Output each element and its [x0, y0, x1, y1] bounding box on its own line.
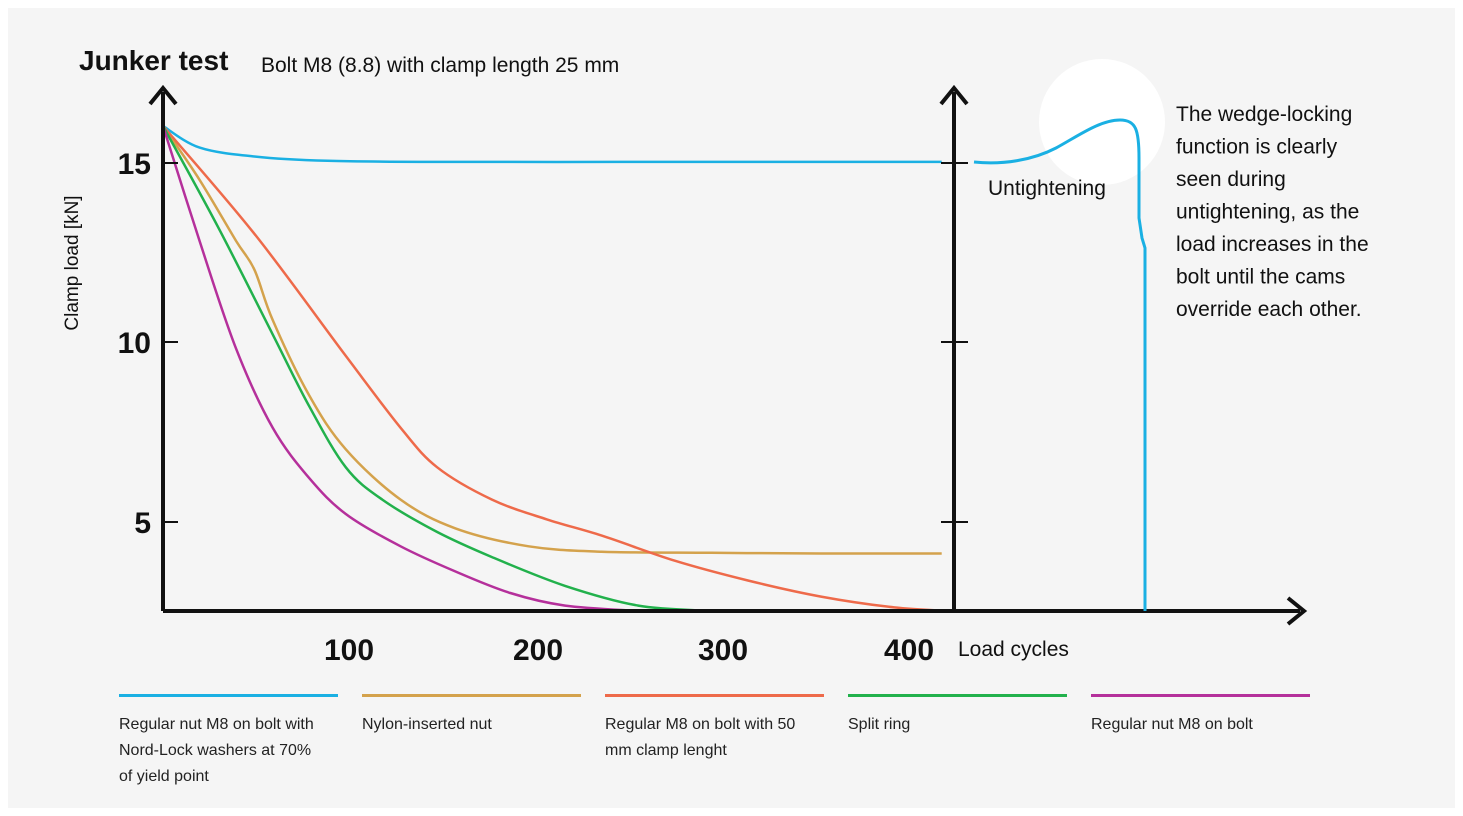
- series-layer: [161, 124, 950, 613]
- untightening-curve: [973, 118, 1147, 611]
- annotation-line: untightening, as the: [1176, 201, 1359, 224]
- annotation-line: override each other.: [1176, 298, 1362, 321]
- legend-label: Split ring: [848, 716, 911, 733]
- annotation-line: bolt until the cams: [1176, 266, 1345, 289]
- series-line-3: [161, 125, 712, 613]
- legend-label: Regular nut M8 on bolt with Nord-Lock wa…: [119, 716, 314, 785]
- y-axis-label: Clamp load [kN]: [62, 195, 83, 330]
- x-tick-label: 400: [884, 634, 934, 667]
- y-axis-arrow: [148, 84, 178, 106]
- x-tick-label: 300: [698, 634, 748, 667]
- legend-label: Regular M8 on bolt with 50 mm clamp leng…: [605, 716, 796, 759]
- legend-label: Nylon-inserted nut: [362, 716, 492, 733]
- annotation-text: The wedge-locking function is clearly seen…: [1176, 103, 1369, 321]
- legend-swatch: [362, 694, 581, 697]
- y-tick-label: 10: [118, 327, 151, 360]
- series-line-2: [162, 125, 950, 613]
- x-axis-label: Load cycles: [958, 638, 1069, 661]
- legend-label: Regular nut M8 on bolt: [1091, 716, 1253, 733]
- y-tick-label: 5: [134, 507, 151, 540]
- chart-subtitle: Bolt M8 (8.8) with clamp length 25 mm: [261, 54, 619, 77]
- chart-svg: Junker test Bolt M8 (8.8) with clamp len…: [62, 45, 1369, 667]
- chart-panel: Junker test Bolt M8 (8.8) with clamp len…: [8, 8, 1455, 808]
- legend-swatch: [848, 694, 1067, 697]
- y-tick-label: 15: [118, 148, 151, 181]
- legend-swatch: [1091, 694, 1310, 697]
- legend-swatch: [605, 694, 824, 697]
- x-tick-label: 200: [513, 634, 563, 667]
- x-tick-label: 100: [324, 634, 374, 667]
- annotation-line: seen during: [1176, 168, 1286, 191]
- legend-swatch: [119, 694, 338, 697]
- highlight-circle: [1039, 59, 1165, 185]
- series-line-4: [161, 125, 639, 613]
- x-axis-arrow: [1286, 596, 1308, 626]
- annotation-line: The wedge-locking: [1176, 103, 1352, 126]
- series-line-0: [162, 124, 942, 164]
- series-line-1: [161, 125, 942, 555]
- annotation-line: function is clearly: [1176, 136, 1338, 159]
- chart-title: Junker test: [79, 45, 228, 76]
- secondary-axis-arrow: [939, 84, 969, 106]
- untightening-label: Untightening: [988, 177, 1106, 200]
- annotation-line: load increases in the: [1176, 233, 1369, 256]
